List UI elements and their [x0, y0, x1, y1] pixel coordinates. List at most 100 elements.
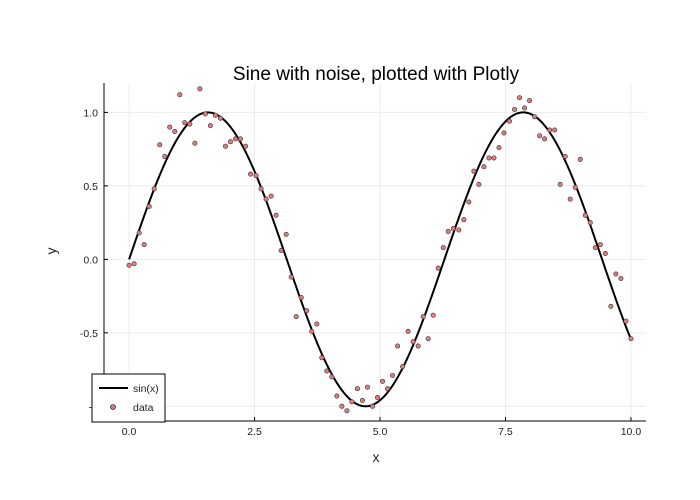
data-point — [501, 130, 507, 136]
x-tick-label: 10.0 — [621, 426, 642, 438]
axes-layer — [103, 83, 646, 422]
data-point — [491, 155, 497, 161]
data-point — [238, 136, 244, 142]
data-point — [369, 403, 375, 409]
data-point — [248, 171, 254, 177]
y-tick-label: 1.0 — [83, 107, 98, 119]
data-point — [324, 368, 330, 374]
data-point — [151, 186, 157, 192]
x-tick-label: 7.5 — [498, 426, 513, 438]
data-point — [592, 245, 598, 251]
data-point — [339, 403, 345, 409]
chart-title: Sine with noise, plotted with Plotly — [233, 64, 520, 85]
data-point — [192, 140, 198, 146]
data-point — [293, 314, 299, 320]
data-point — [197, 86, 203, 92]
grid-layer — [104, 83, 646, 421]
data-point — [146, 203, 152, 209]
data-point — [557, 181, 563, 187]
data-point — [309, 328, 315, 334]
data-point — [471, 168, 477, 174]
data-point — [126, 262, 132, 268]
legend-label-line: sin(x) — [133, 383, 159, 395]
data-point — [157, 142, 163, 148]
data-point — [420, 314, 426, 320]
data-point — [618, 275, 624, 281]
data-point — [217, 115, 223, 121]
data-point — [385, 386, 391, 392]
data-point — [207, 123, 213, 129]
data-point — [167, 124, 173, 130]
data-point — [613, 271, 619, 277]
data-point — [628, 336, 634, 342]
data-point — [349, 399, 355, 405]
data-point — [298, 295, 304, 301]
data-point — [380, 378, 386, 384]
x-tick-label: 5.0 — [373, 426, 388, 438]
y-tick-label: -0.5 — [80, 328, 98, 340]
data-point — [187, 121, 193, 127]
data-point — [232, 136, 238, 142]
data-point — [602, 250, 608, 256]
data-point — [512, 106, 518, 112]
data-point — [445, 228, 451, 234]
x-tick-label: 2.5 — [247, 426, 262, 438]
data-point — [486, 155, 492, 161]
data-point — [314, 321, 320, 327]
data-point — [608, 303, 614, 309]
data-point — [597, 242, 603, 248]
data-point — [582, 212, 588, 218]
tick-layer: 0.02.55.07.510.0-1-0.50.00.51.0 — [80, 107, 641, 438]
data-point — [354, 386, 360, 392]
data-point — [304, 308, 310, 314]
data-point — [456, 227, 462, 233]
x-tick-label: 0.0 — [122, 426, 137, 438]
data-point — [552, 127, 558, 133]
y-tick-label: 0.5 — [83, 181, 98, 193]
legend-label-markers: data — [133, 402, 154, 414]
data-point — [547, 127, 553, 133]
data-point — [283, 231, 289, 237]
data-point — [212, 112, 218, 118]
data-point — [329, 374, 335, 380]
data-point — [136, 230, 142, 236]
data-point — [182, 120, 188, 126]
data-point — [375, 394, 381, 400]
data-point — [532, 114, 538, 120]
data-point — [522, 105, 528, 111]
data-point — [587, 220, 593, 226]
data-point — [415, 343, 421, 349]
data-point — [202, 111, 208, 117]
data-point — [400, 364, 406, 370]
data-point — [517, 95, 523, 101]
data-point — [562, 153, 568, 159]
data-point — [177, 92, 183, 98]
data-point — [527, 98, 533, 104]
legend: sin(x) data — [91, 373, 166, 423]
data-point — [461, 217, 467, 223]
data-point — [537, 133, 543, 139]
series-line-sin — [128, 111, 632, 408]
data-point — [227, 139, 233, 145]
data-point — [435, 265, 441, 271]
marker-layer — [126, 86, 634, 414]
data-point — [141, 242, 147, 248]
data-point — [390, 372, 396, 378]
data-point — [567, 196, 573, 202]
data-point — [253, 173, 259, 179]
data-point — [496, 145, 502, 151]
data-point — [258, 186, 264, 192]
data-point — [572, 184, 578, 190]
data-point — [481, 164, 487, 170]
data-point — [288, 274, 294, 280]
data-point — [425, 336, 431, 342]
data-point — [162, 153, 168, 159]
data-point — [359, 397, 365, 403]
data-point — [410, 339, 416, 345]
data-point — [506, 118, 512, 124]
data-point — [243, 143, 249, 149]
data-point — [623, 318, 629, 324]
y-tick-label: 0.0 — [83, 254, 98, 266]
line-layer — [128, 111, 632, 408]
